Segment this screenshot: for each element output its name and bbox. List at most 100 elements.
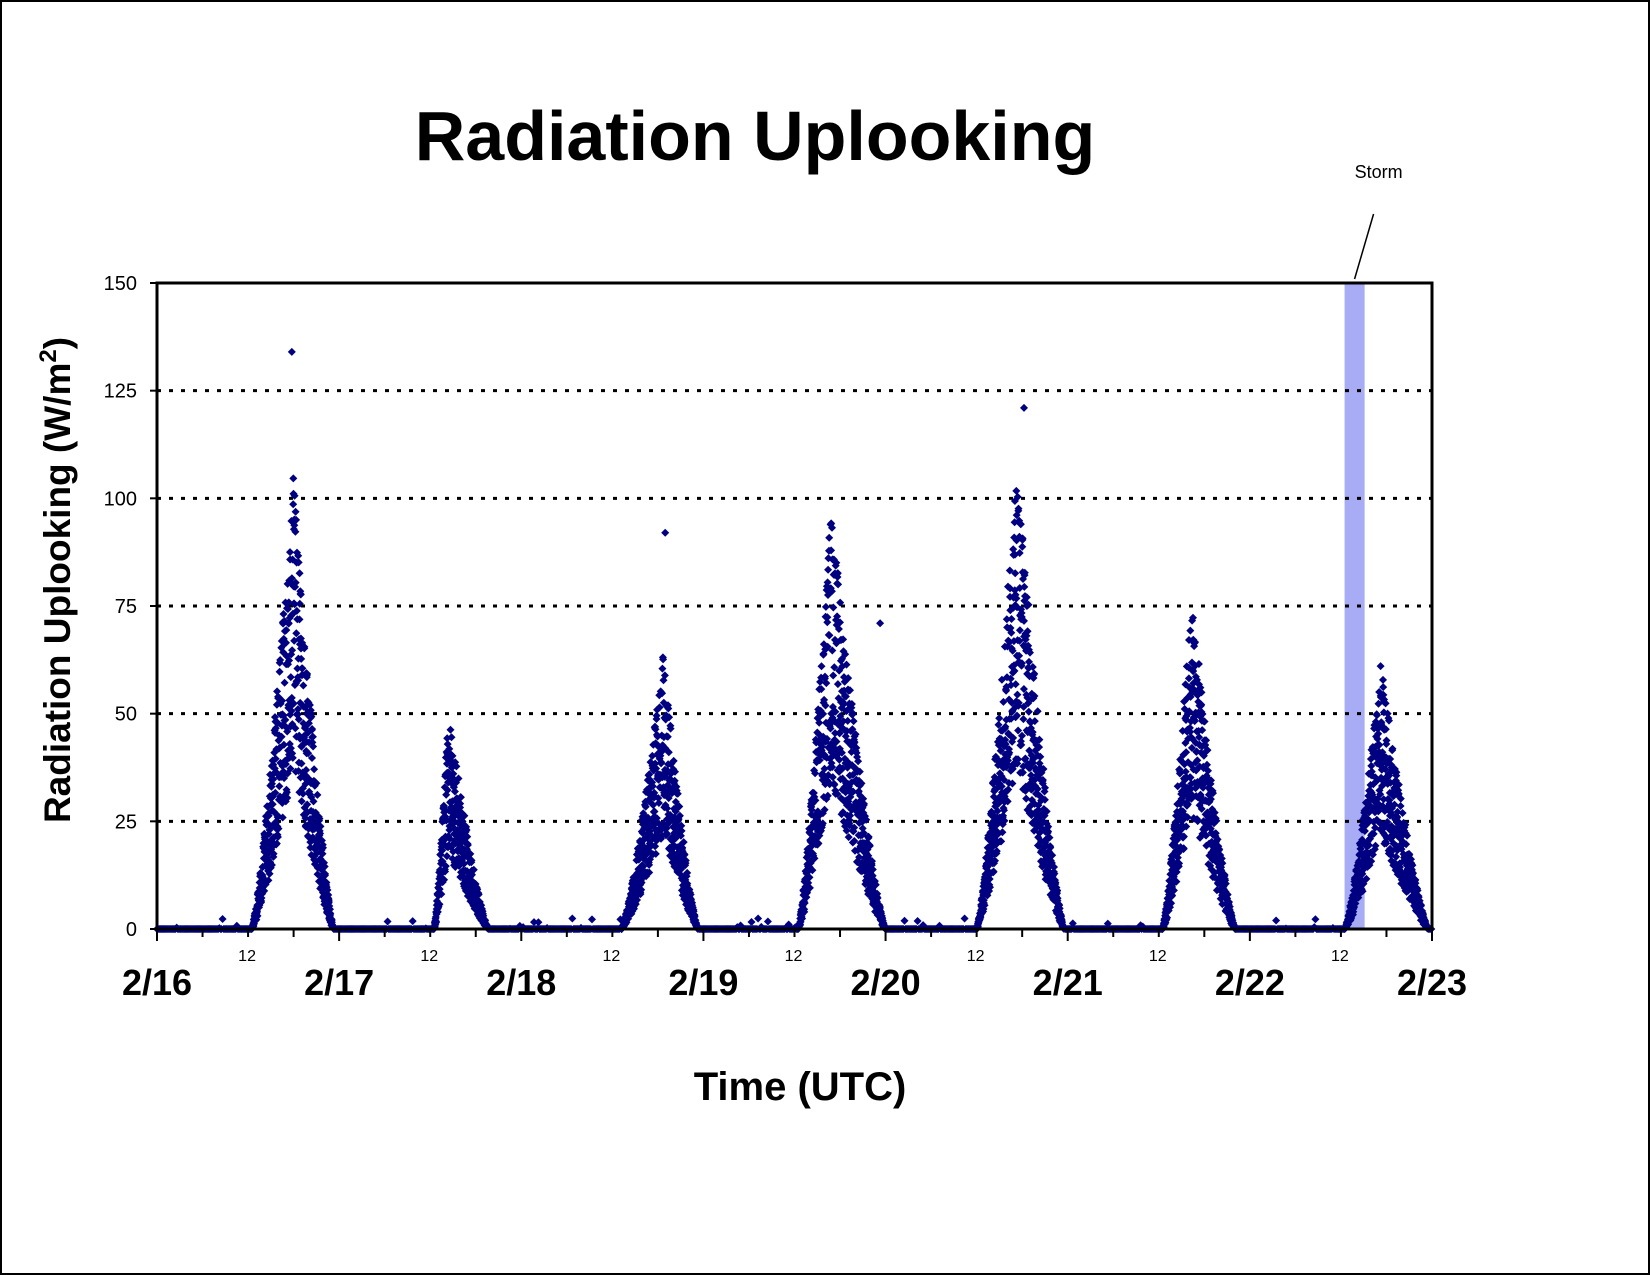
data-point (275, 782, 284, 791)
data-point (324, 897, 333, 905)
data-point (316, 822, 325, 831)
data-point (659, 655, 668, 664)
data-point (651, 842, 660, 851)
data-point (821, 701, 830, 710)
data-point (825, 533, 834, 542)
data-point (312, 779, 321, 788)
data-point (845, 816, 854, 825)
data-point (848, 709, 857, 717)
data-point (842, 660, 851, 669)
data-point (304, 749, 313, 758)
data-point (296, 590, 305, 599)
data-point (319, 843, 327, 852)
data-point (805, 883, 814, 892)
data-point (648, 751, 657, 760)
data-point (297, 654, 306, 663)
data-point (305, 701, 314, 709)
data-point (815, 756, 824, 765)
data-point (827, 587, 836, 596)
x-tick-label: 2/18 (486, 962, 556, 1003)
data-point (287, 347, 296, 356)
data-point (432, 917, 441, 926)
data-point (308, 725, 317, 733)
data-point (268, 800, 277, 809)
data-point (282, 626, 291, 635)
data-point (295, 569, 304, 578)
data-point (654, 794, 663, 803)
data-point (462, 826, 471, 834)
data-point (681, 856, 690, 865)
data-point (289, 500, 298, 509)
data-point (273, 687, 282, 696)
data-point (316, 829, 325, 838)
data-point (854, 757, 863, 766)
x-tick-label: 2/22 (1215, 962, 1285, 1003)
data-point (645, 860, 654, 869)
data-point (686, 890, 695, 899)
data-point (295, 615, 304, 624)
data-point (264, 876, 273, 885)
data-point (466, 849, 475, 858)
data-point (446, 725, 455, 734)
data-point (850, 738, 859, 747)
data-point (811, 769, 820, 778)
data-point (837, 748, 846, 757)
data-point (818, 819, 827, 828)
data-point (821, 602, 830, 611)
data-point (823, 613, 832, 622)
data-point (292, 629, 301, 638)
data-point (664, 704, 673, 713)
data-point (530, 918, 538, 927)
data-point (754, 914, 763, 923)
data-point (218, 915, 227, 923)
data-point (835, 729, 844, 738)
data-point (841, 692, 850, 701)
data-point (819, 709, 828, 718)
data-point (278, 696, 287, 705)
y-tick-label: 100 (104, 488, 137, 510)
data-point (469, 865, 478, 874)
data-point (271, 754, 280, 763)
x-minor-tick-label: 12 (967, 948, 985, 965)
data-point (274, 824, 283, 833)
data-point (818, 742, 827, 751)
data-point (855, 853, 864, 862)
data-point (1272, 916, 1281, 925)
y-axis-label-close: ) (37, 337, 78, 349)
x-axis-label: Time (UTC) (694, 1065, 907, 1109)
data-point (280, 678, 289, 687)
data-point (441, 867, 450, 876)
data-point (850, 837, 859, 845)
data-point (288, 646, 297, 655)
data-point (960, 914, 969, 923)
data-point (800, 907, 809, 916)
data-point (823, 791, 832, 800)
data-point (460, 859, 468, 868)
data-point (1311, 915, 1320, 924)
data-point (820, 695, 829, 704)
data-point (868, 865, 877, 874)
data-point (822, 679, 831, 688)
data-point (253, 911, 262, 920)
y-axis-label: Radiation Uplooking (W/m2) (35, 337, 78, 823)
data-point (827, 546, 836, 555)
data-point (283, 793, 292, 802)
y-tick-label: 75 (115, 596, 137, 618)
data-point (297, 797, 306, 806)
x-minor-tick-label: 12 (1331, 948, 1349, 965)
data-point (665, 713, 674, 722)
data-point (290, 491, 299, 500)
data-point (857, 779, 866, 788)
data-point (298, 664, 307, 673)
data-point (282, 788, 291, 797)
data-point (275, 667, 284, 676)
data-point (850, 823, 859, 832)
data-point (871, 880, 880, 889)
data-point (448, 751, 457, 760)
data-point (820, 764, 829, 773)
data-point (677, 826, 686, 835)
data-point (859, 794, 868, 803)
data-point (289, 699, 298, 708)
